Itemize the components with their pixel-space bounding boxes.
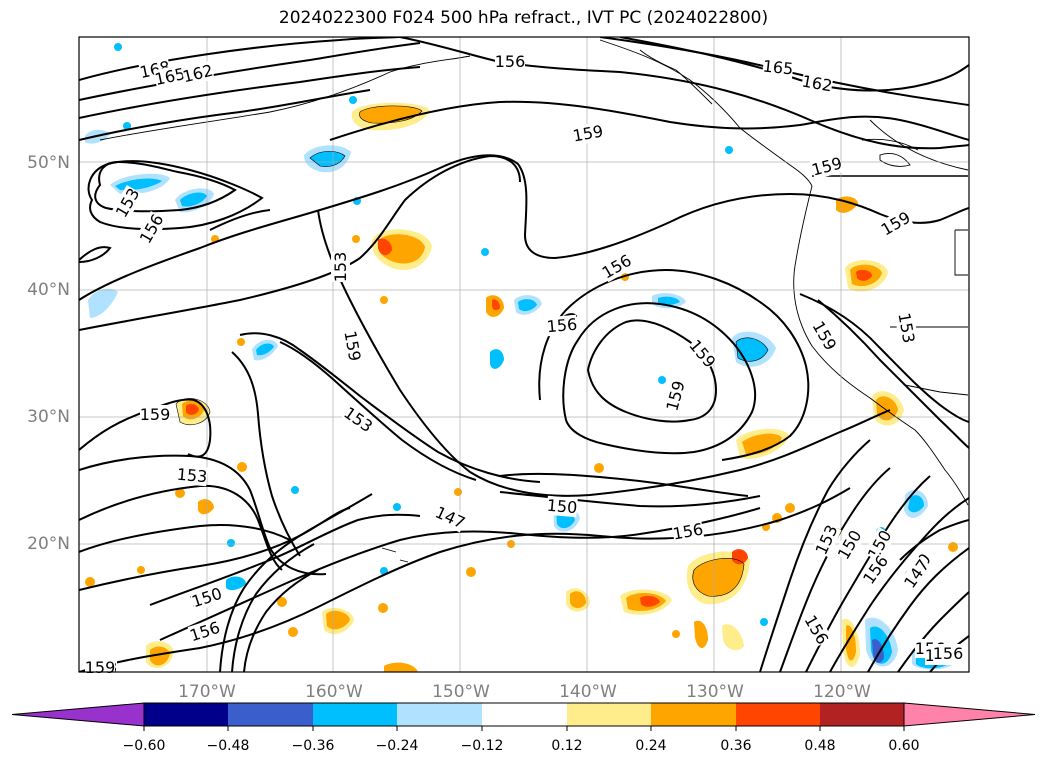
colorbar-tick-label: −0.60 xyxy=(123,738,166,754)
longitude-tick-label: 150°W xyxy=(432,682,490,702)
contour-label-text: 153 xyxy=(331,252,350,283)
contour-label-text: 156 xyxy=(933,644,964,663)
shade-patch-negative xyxy=(304,145,351,173)
colorbar-tick-label: −0.36 xyxy=(292,738,335,754)
shade-patch-positive xyxy=(351,102,430,131)
colorbar-segment xyxy=(482,703,567,726)
longitude-tick-label: 160°W xyxy=(305,682,363,702)
colorbar-segment xyxy=(144,703,228,726)
shade-patch-positive xyxy=(146,607,860,672)
shade-patch-positive xyxy=(566,588,672,615)
ivt-outline-contours xyxy=(175,105,769,597)
map-area xyxy=(79,37,969,672)
longitude-tick-label: 120°W xyxy=(813,682,871,702)
colorbar-tick-label: 0.24 xyxy=(635,738,666,754)
colorbar-tick-label: 0.60 xyxy=(888,738,919,754)
shade-patch-positive xyxy=(686,428,790,605)
map-title: 2024022300 F024 500 hPa refract., IVT PC… xyxy=(278,8,769,28)
colorbar-extend-high xyxy=(903,702,1036,727)
colorbar-tick-label: −0.48 xyxy=(207,738,250,754)
colorbar-segment xyxy=(567,703,651,726)
contour-label: 153 xyxy=(176,465,208,487)
colorbar-tick-label: 0.36 xyxy=(720,738,751,754)
contour-label: 159 xyxy=(85,658,116,677)
contour-label: 156 xyxy=(546,315,578,337)
contour-label-text: 159 xyxy=(85,658,116,677)
colorbar-extend-low xyxy=(11,702,145,727)
contour-label: 156 xyxy=(187,618,222,646)
contour-label-text: 156 xyxy=(495,52,526,71)
refractivity-contours xyxy=(79,37,969,672)
latitude-tick-label: 30°N xyxy=(27,407,70,427)
colorbar: −0.60 −0.48 −0.36 −0.24 −0.12 0.12 0.24 0.36 0.4… xyxy=(11,702,1036,754)
longitude-tick-label: 170°W xyxy=(178,682,236,702)
longitude-tick-label: 140°W xyxy=(559,682,617,702)
colorbar-segment xyxy=(820,703,904,726)
colorbar-outline xyxy=(143,702,905,727)
colorbar-tick-label: −0.12 xyxy=(461,738,504,754)
contour-label-text: 159 xyxy=(140,405,171,424)
longitude-tick-label: 130°W xyxy=(686,682,744,702)
colorbar-tick-label: −0.24 xyxy=(376,738,419,754)
latitude-labels: 50°N 40°N 30°N 20°N xyxy=(27,153,70,554)
longitude-labels: 170°W 160°W 150°W 140°W 130°W 120°W xyxy=(178,682,871,702)
colorbar-segment xyxy=(228,703,313,726)
contour-label: 150 xyxy=(546,496,578,518)
contour-label-text: 150 xyxy=(546,496,578,518)
coastlines xyxy=(99,39,969,563)
contour-label: 162 xyxy=(800,71,833,95)
colorbar-segment xyxy=(397,703,482,726)
map-frame xyxy=(78,36,970,673)
colorbar-tick-label: 0.48 xyxy=(804,738,835,754)
colorbar-tick-label: 0.12 xyxy=(551,738,582,754)
colorbar-segment xyxy=(651,703,736,726)
contour-label: 159 xyxy=(140,405,171,424)
contour-label-text: 165 xyxy=(762,56,794,78)
contour-label: 153 xyxy=(331,252,350,283)
latitude-tick-label: 40°N xyxy=(27,280,70,300)
contour-label: 165 xyxy=(762,56,794,78)
contour-label: 156 xyxy=(495,52,526,71)
contour-label-text: 153 xyxy=(176,465,208,487)
shade-patch-positive xyxy=(371,229,504,317)
colorbar-segment xyxy=(313,703,397,726)
contour-label-text: 156 xyxy=(546,315,578,337)
latitude-tick-label: 50°N xyxy=(27,153,70,173)
colorbar-segment xyxy=(736,703,820,726)
contour-label: 156 xyxy=(933,644,964,663)
latitude-tick-label: 20°N xyxy=(27,534,70,554)
